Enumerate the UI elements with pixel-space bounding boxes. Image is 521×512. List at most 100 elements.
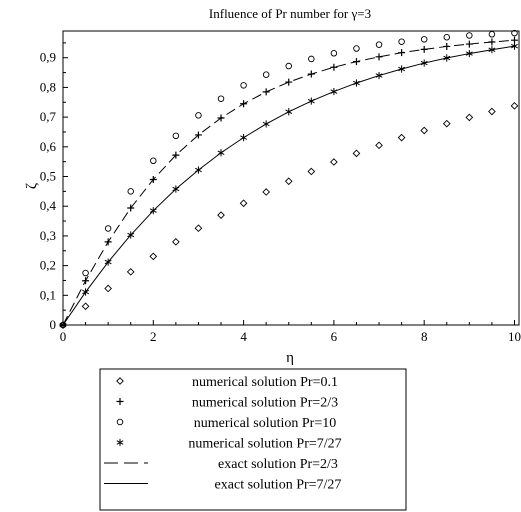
data-point <box>398 65 406 73</box>
data-point <box>149 252 158 261</box>
data-point <box>194 131 202 139</box>
data-point <box>217 95 225 102</box>
x-tick-label: 4 <box>240 329 247 344</box>
data-point <box>262 120 270 128</box>
y-tick-label: 0,1 <box>40 287 56 302</box>
data-point <box>285 78 293 86</box>
data-point <box>172 238 180 246</box>
y-tick-label: 0,3 <box>40 228 56 243</box>
data-point <box>82 269 89 277</box>
data-point <box>420 126 429 135</box>
legend-label: numerical solution Pr=10 <box>194 416 336 431</box>
data-point <box>284 177 293 186</box>
data-point <box>172 132 180 140</box>
x-tick-label: 8 <box>421 329 428 344</box>
data-point <box>240 82 247 89</box>
data-point <box>262 88 270 96</box>
data-point <box>149 207 157 215</box>
data-point <box>217 114 225 122</box>
legend-diamond-marker <box>116 377 124 385</box>
data-point <box>307 97 315 105</box>
data-point <box>172 151 180 159</box>
x-axis: 0 2 4 6 8 10 <box>60 320 521 344</box>
data-point <box>217 211 225 219</box>
data-point <box>330 50 338 57</box>
data-point <box>488 31 496 38</box>
data-point <box>488 38 496 46</box>
data-point <box>149 175 157 183</box>
data-point <box>442 119 451 128</box>
data-point <box>510 101 519 110</box>
data-point <box>330 158 338 166</box>
data-point <box>465 113 474 122</box>
data-point <box>104 284 112 293</box>
data-point <box>465 40 473 48</box>
data-point <box>443 54 451 62</box>
data-point <box>104 225 112 232</box>
data-point <box>126 268 135 276</box>
y-tick-label: 0,8 <box>40 79 56 94</box>
x-tick-label: 6 <box>331 329 338 344</box>
marker-series-circle <box>59 29 518 329</box>
data-point <box>488 107 496 116</box>
exact-line-series-5 <box>62 45 515 326</box>
data-point <box>375 53 383 61</box>
data-point <box>443 33 451 41</box>
data-point <box>285 62 292 70</box>
data-point <box>172 185 180 193</box>
exact-line-series-4 <box>62 39 515 326</box>
legend-label: exact solution Pr=7/27 <box>215 478 342 493</box>
data-point <box>307 167 316 176</box>
data-point <box>82 288 90 296</box>
data-point <box>510 36 518 44</box>
marker-series-star <box>59 42 518 329</box>
data-point <box>466 32 473 39</box>
plot-frame <box>62 30 520 326</box>
data-point <box>127 231 135 239</box>
data-point <box>82 277 90 285</box>
data-point <box>127 204 135 212</box>
data-point <box>420 36 428 43</box>
y-tick-label: 0,9 <box>40 50 56 65</box>
y-tick-label: 0 <box>50 317 57 332</box>
data-point <box>352 149 361 158</box>
data-point <box>217 149 225 157</box>
x-tick-label: 0 <box>60 329 67 344</box>
x-tick-label: 10 <box>508 329 521 344</box>
chart-title: Influence of Pr number for γ=3 <box>209 6 371 21</box>
legend <box>99 368 407 511</box>
data-point <box>488 46 496 54</box>
data-point <box>443 42 451 50</box>
data-point <box>81 302 90 311</box>
data-point <box>420 59 428 67</box>
data-point <box>420 45 428 53</box>
data-point <box>330 87 338 96</box>
data-point <box>127 188 134 195</box>
y-tick-label: 0,4 <box>40 198 57 213</box>
data-point <box>262 188 271 196</box>
legend-label: exact solution Pr=2/3 <box>218 457 338 472</box>
data-point <box>397 133 406 142</box>
legend-star-marker <box>116 438 124 447</box>
y-tick-label: 0,2 <box>40 258 56 273</box>
data-point <box>240 100 248 108</box>
data-point <box>398 49 406 57</box>
data-point <box>150 157 157 165</box>
data-point <box>353 79 360 87</box>
data-point <box>194 224 203 233</box>
data-point <box>511 29 518 37</box>
data-point <box>375 41 383 48</box>
data-point <box>330 63 338 71</box>
data-point <box>104 238 112 246</box>
data-point <box>375 71 383 80</box>
data-point <box>352 58 360 66</box>
legend-plus-marker <box>116 398 124 405</box>
legend-label: numerical solution Pr=7/27 <box>188 437 341 452</box>
marker-series-diamond <box>59 101 519 329</box>
data-point <box>398 38 405 45</box>
x-tick-label: 2 <box>150 329 157 344</box>
data-point <box>240 134 248 142</box>
data-point <box>239 199 248 208</box>
data-point <box>307 70 315 78</box>
y-axis-label: ζ <box>24 183 40 189</box>
